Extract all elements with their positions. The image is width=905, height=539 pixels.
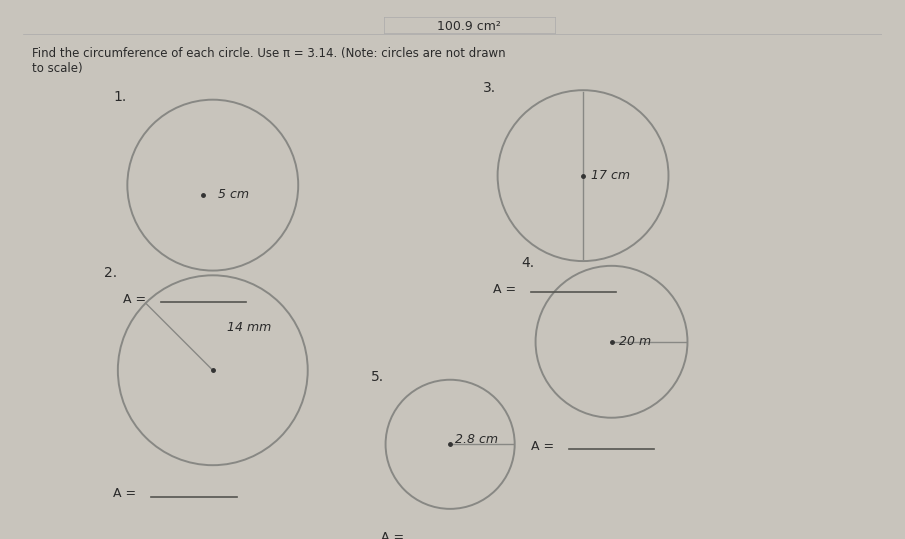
Text: 5.: 5.	[371, 370, 385, 384]
Text: A =: A =	[113, 487, 137, 500]
Text: 17 cm: 17 cm	[591, 169, 630, 182]
Text: 2.: 2.	[103, 266, 117, 280]
Text: 14 mm: 14 mm	[227, 321, 272, 334]
Text: 20 m: 20 m	[619, 335, 652, 348]
Text: A =: A =	[381, 531, 404, 539]
Text: to scale): to scale)	[33, 61, 83, 75]
Text: 1.: 1.	[113, 90, 127, 104]
Text: 2.8 cm: 2.8 cm	[455, 433, 498, 446]
Text: A =: A =	[531, 440, 554, 453]
Text: 100.9 cm²: 100.9 cm²	[437, 20, 501, 33]
Text: 5 cm: 5 cm	[217, 188, 249, 201]
Text: A =: A =	[493, 283, 516, 296]
Text: 4.: 4.	[521, 257, 535, 271]
Text: 3.: 3.	[483, 81, 497, 95]
Text: Find the circumference of each circle. Use π = 3.14. (Note: circles are not draw: Find the circumference of each circle. U…	[33, 47, 506, 60]
Text: A =: A =	[122, 293, 146, 306]
